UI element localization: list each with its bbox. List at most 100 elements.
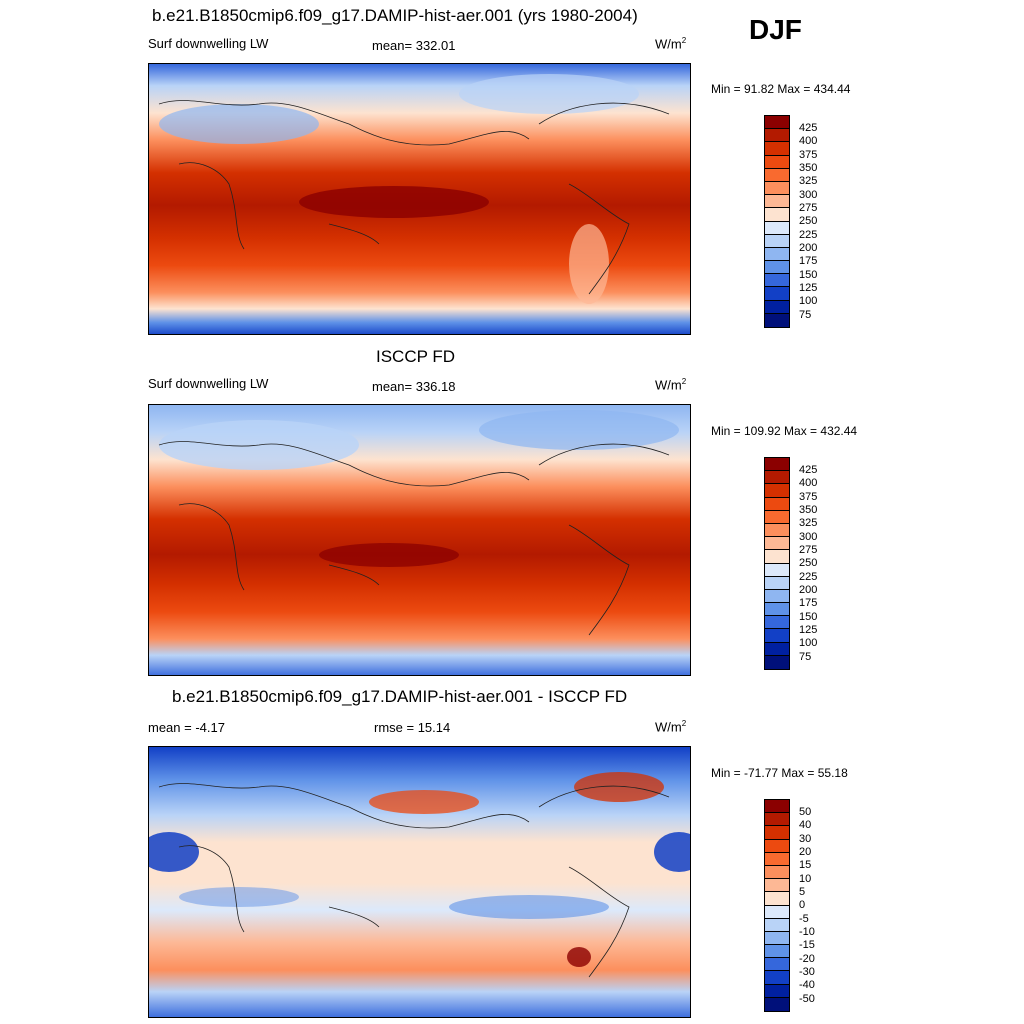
colorbar-tick-label: 400 <box>799 135 818 147</box>
colorbar-swatch <box>765 589 789 604</box>
colorbar-tick-label: 350 <box>799 162 818 174</box>
colorbar-swatch <box>765 958 789 972</box>
colorbar-swatch <box>765 287 789 301</box>
colorbar-swatch <box>765 918 789 932</box>
panel2-colorbar <box>764 457 790 670</box>
colorbar-swatch <box>765 642 789 656</box>
colorbar-tick-label: 275 <box>799 544 818 556</box>
colorbar-swatch <box>765 181 789 196</box>
panel1-title: b.e21.B1850cmip6.f09_g17.DAMIP-hist-aer.… <box>152 6 638 25</box>
colorbar-swatch <box>765 129 789 143</box>
colorbar-tick-label: -5 <box>799 913 809 925</box>
colorbar-tick-label: 100 <box>799 637 818 649</box>
colorbar-swatch <box>765 826 789 840</box>
colorbar-swatch <box>765 195 789 209</box>
colorbar-swatch <box>765 116 789 130</box>
colorbar-tick-label: 300 <box>799 531 818 543</box>
colorbar-swatch <box>765 905 789 919</box>
colorbar-swatch <box>765 313 789 327</box>
panel2-map-svg <box>149 405 690 675</box>
colorbar-tick-label: 425 <box>799 122 818 134</box>
colorbar-tick-label: 20 <box>799 846 812 858</box>
colorbar-tick-label: 75 <box>799 651 812 663</box>
colorbar-swatch <box>765 852 789 866</box>
panel2-map <box>148 404 691 676</box>
colorbar-tick-label: 250 <box>799 557 818 569</box>
colorbar-swatch <box>765 931 789 946</box>
colorbar-swatch <box>765 221 789 235</box>
season-label: DJF <box>749 14 802 45</box>
colorbar-tick-label: 425 <box>799 464 818 476</box>
panel3-colorbar <box>764 799 790 1012</box>
colorbar-tick-label: -30 <box>799 966 815 978</box>
colorbar-tick-label: -40 <box>799 979 815 991</box>
colorbar-swatch <box>765 155 789 169</box>
colorbar-tick-label: 175 <box>799 597 818 609</box>
colorbar-swatch <box>765 471 789 485</box>
panel1-minmax: Min = 91.82 Max = 434.44 <box>711 82 851 96</box>
colorbar-swatch <box>765 655 789 669</box>
colorbar-tick-label: 175 <box>799 255 818 267</box>
panel3-map-svg <box>149 747 690 1017</box>
colorbar-swatch <box>765 800 789 814</box>
panel2-units: W/m2 <box>655 377 687 393</box>
panel2-minmax: Min = 109.92 Max = 432.44 <box>711 424 858 438</box>
panel1-units: W/m2 <box>655 36 687 52</box>
panel1-colorbar <box>764 115 790 328</box>
colorbar-tick-label: 275 <box>799 202 818 214</box>
colorbar-swatch <box>765 839 789 853</box>
colorbar-tick-label: 10 <box>799 873 812 885</box>
panel2-variable-label: Surf downwelling LW <box>148 376 269 391</box>
colorbar-swatch <box>765 274 789 288</box>
panel1-colorbar-labels: 425 400 375 350 325 300 275 250 225 200 … <box>799 115 839 328</box>
colorbar-tick-label: -15 <box>799 939 815 951</box>
colorbar-tick-label: 5 <box>799 886 806 898</box>
colorbar-swatch <box>765 168 789 182</box>
colorbar-swatch <box>765 603 789 617</box>
panel3-map <box>148 746 691 1018</box>
colorbar-swatch <box>765 550 789 564</box>
colorbar-swatch <box>765 510 789 524</box>
colorbar-swatch <box>765 497 789 511</box>
colorbar-swatch <box>765 616 789 630</box>
panel2-mean-label: mean= 336.18 <box>372 379 456 394</box>
colorbar-tick-label: 200 <box>799 584 818 596</box>
colorbar-swatch <box>765 458 789 472</box>
colorbar-swatch <box>765 563 789 577</box>
colorbar-swatch <box>765 997 789 1011</box>
panel3-colorbar-labels: 50 40 30 20 15 10 5 0 -5 -10 -15 -20 -30… <box>799 799 839 1012</box>
colorbar-tick-label: 375 <box>799 149 818 161</box>
colorbar-swatch <box>765 537 789 551</box>
colorbar-swatch <box>765 865 789 880</box>
colorbar-tick-label: 225 <box>799 571 818 583</box>
panel3-minmax: Min = -71.77 Max = 55.18 <box>711 766 848 780</box>
colorbar-tick-label: 250 <box>799 215 818 227</box>
colorbar-tick-label: -10 <box>799 926 815 938</box>
colorbar-tick-label: 40 <box>799 819 812 831</box>
colorbar-swatch <box>765 945 789 959</box>
colorbar-tick-label: 225 <box>799 229 818 241</box>
panel3-mean-label: mean = -4.17 <box>148 720 225 735</box>
colorbar-tick-label: 375 <box>799 491 818 503</box>
colorbar-tick-label: 75 <box>799 309 812 321</box>
colorbar-tick-label: 30 <box>799 833 812 845</box>
colorbar-swatch <box>765 142 789 156</box>
panel1-mean-label: mean= 332.01 <box>372 38 456 53</box>
colorbar-tick-label: 200 <box>799 242 818 254</box>
colorbar-swatch <box>765 484 789 498</box>
colorbar-tick-label: 150 <box>799 611 818 623</box>
colorbar-tick-label: 125 <box>799 624 818 636</box>
colorbar-tick-label: 125 <box>799 282 818 294</box>
colorbar-tick-label: 15 <box>799 859 812 871</box>
colorbar-tick-label: 400 <box>799 477 818 489</box>
colorbar-tick-label: -50 <box>799 993 815 1005</box>
colorbar-swatch <box>765 523 789 538</box>
colorbar-swatch <box>765 261 789 275</box>
panel1-map <box>148 63 691 335</box>
panel2-title: ISCCP FD <box>376 347 456 366</box>
colorbar-swatch <box>765 629 789 643</box>
panel3-units: W/m2 <box>655 719 687 735</box>
colorbar-tick-label: 300 <box>799 189 818 201</box>
colorbar-swatch <box>765 892 789 906</box>
colorbar-tick-label: 100 <box>799 295 818 307</box>
